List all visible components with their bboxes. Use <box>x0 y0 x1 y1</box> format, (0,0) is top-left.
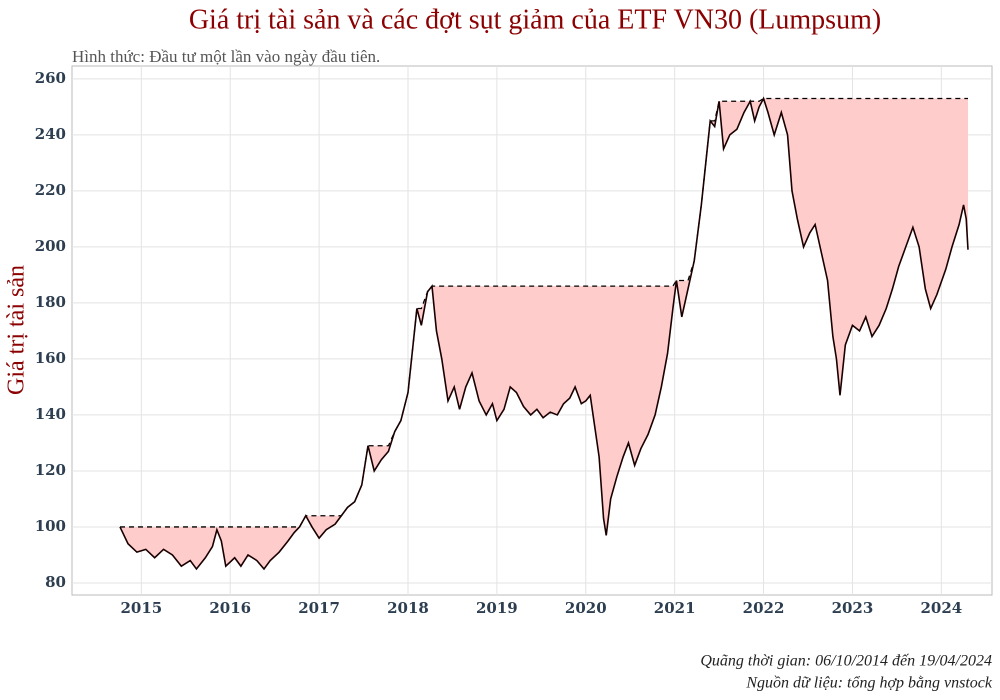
y-tick-label: 240 <box>35 125 66 143</box>
peak-line <box>120 97 968 528</box>
y-tick-label: 120 <box>35 461 66 479</box>
y-tick-label: 140 <box>35 405 66 423</box>
y-tick-label: 220 <box>35 181 66 199</box>
y-tick-label: 180 <box>35 293 66 311</box>
x-tick-label: 2019 <box>476 599 518 617</box>
drawdown-area <box>120 98 968 569</box>
footer-line: Nguồn dữ liệu: tổng hợp bằng vnstock <box>745 675 993 692</box>
x-tick-label: 2017 <box>298 599 340 617</box>
x-tick-label: 2024 <box>920 599 962 617</box>
x-tick-label: 2015 <box>120 599 162 617</box>
y-tick-label: 160 <box>35 349 66 367</box>
x-tick-label: 2016 <box>209 599 251 617</box>
x-tick-label: 2023 <box>832 599 874 617</box>
value-line <box>119 96 969 571</box>
plot-area: 80 100 120 140 160 180 200 220 240 260 2015 2016 201… <box>35 65 993 617</box>
y-tick-label: 100 <box>35 517 66 535</box>
y-tick-label: 260 <box>35 69 66 87</box>
x-tick-label: 2021 <box>654 599 696 617</box>
chart-subtitle: Hình thức: Đầu tư một lần vào ngày đầu t… <box>72 47 380 66</box>
x-tick-label: 2018 <box>387 599 429 617</box>
footer-line: Quãng thời gian: 06/10/2014 đến 19/04/20… <box>700 653 992 670</box>
y-tick-label: 80 <box>45 573 66 591</box>
x-tick-label: 2022 <box>743 599 785 617</box>
chart-title: Giá trị tài sản và các đợt sụt giảm của … <box>189 4 881 35</box>
y-axis-label: Giá trị tài sản <box>4 265 30 395</box>
x-tick-label: 2020 <box>565 599 607 617</box>
y-tick-label: 200 <box>35 237 66 255</box>
